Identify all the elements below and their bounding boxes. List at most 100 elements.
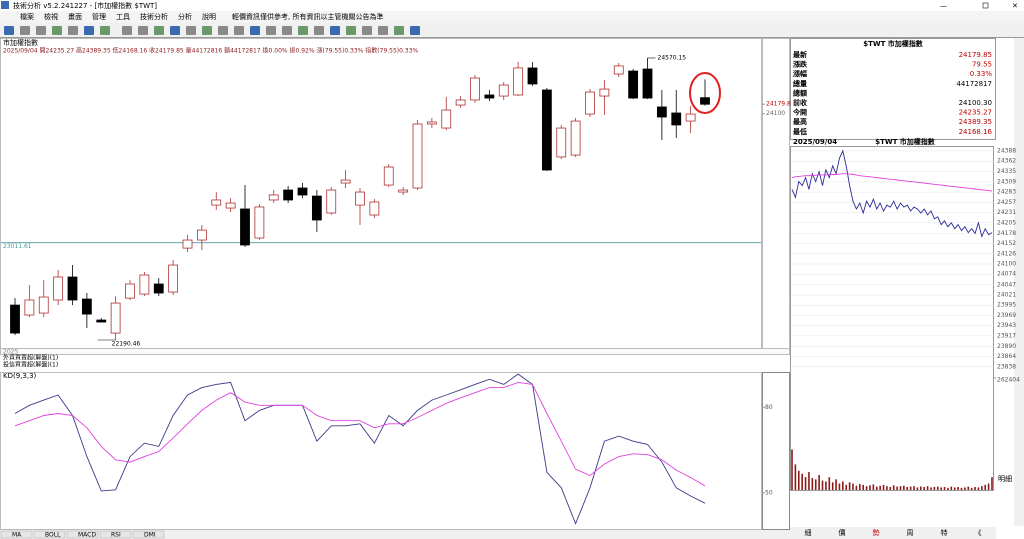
kd-title: KD(9,3,3)	[3, 372, 37, 380]
maximize[interactable]	[982, 2, 989, 9]
tab-label[interactable]: DMI	[144, 532, 156, 539]
tool-button[interactable]	[266, 26, 276, 35]
menu-item[interactable]: 畫面	[68, 12, 82, 21]
side-tab[interactable]: 價	[839, 528, 846, 537]
volume-bar	[875, 486, 878, 490]
tool-button[interactable]	[250, 26, 260, 35]
side-tab[interactable]: 周	[907, 529, 914, 537]
volume-bar	[865, 486, 868, 490]
volume-bar	[987, 483, 990, 490]
detail-button[interactable]: 明細	[998, 474, 1012, 483]
tab[interactable]	[0, 530, 33, 539]
intraday-frame	[790, 146, 994, 491]
side-tab[interactable]: 特	[941, 528, 948, 537]
tab[interactable]	[99, 530, 132, 539]
quote-value: 24179.85	[959, 51, 992, 59]
candle-body	[656, 106, 667, 118]
tool-button[interactable]	[20, 26, 30, 35]
candle-body	[513, 67, 524, 96]
tool-button[interactable]	[52, 26, 62, 35]
tool-button[interactable]	[202, 26, 212, 35]
candle-body	[125, 283, 135, 299]
menu-item[interactable]: 說明	[202, 12, 216, 21]
quote-value: 79.55	[972, 61, 992, 69]
tool-button[interactable]	[394, 26, 404, 35]
quote-value: 44172817	[956, 80, 992, 88]
tool-button[interactable]	[68, 26, 78, 35]
y-tick-label: 24283	[997, 189, 1016, 196]
tab[interactable]	[132, 530, 165, 539]
side-tab[interactable]: 《	[975, 529, 982, 537]
tool-button[interactable]	[84, 26, 94, 35]
tool-button[interactable]	[346, 26, 356, 35]
tool-button[interactable]	[122, 26, 132, 35]
y-tick-label: 23995	[997, 302, 1016, 309]
menu-item[interactable]: 管理	[92, 12, 106, 21]
minimize[interactable]: —	[940, 2, 947, 10]
tool-button[interactable]	[234, 26, 244, 35]
menu-item[interactable]: 工具	[116, 13, 130, 21]
candle-body	[685, 113, 696, 122]
side-tab[interactable]: 細	[805, 528, 812, 537]
volume-bar	[933, 487, 936, 490]
menu-item[interactable]: 檢視	[44, 12, 58, 21]
volume-bar	[879, 485, 881, 490]
tool-button[interactable]	[298, 26, 308, 35]
candle-body	[355, 191, 365, 206]
volume-bar	[804, 477, 807, 490]
tool-button[interactable]	[186, 26, 196, 35]
tab[interactable]	[66, 530, 99, 539]
y-tick-label: 24257	[997, 199, 1016, 206]
candle-body	[139, 274, 150, 295]
candle-body	[585, 91, 595, 115]
tool-button[interactable]	[138, 26, 148, 35]
tool-button[interactable]	[218, 26, 228, 35]
volume-bar	[926, 486, 929, 490]
chart-subtitle: 2025/09/04 開24235.27 高24389.35 低24168.16…	[3, 47, 419, 55]
y-tick-label: 262404	[997, 377, 1020, 384]
candle-body	[369, 201, 380, 216]
tab[interactable]	[33, 530, 66, 539]
volume-bar	[797, 470, 800, 490]
volume-bar	[916, 487, 919, 490]
menu-item[interactable]: 檔案	[20, 12, 34, 21]
tab-label[interactable]: RSI	[111, 532, 121, 539]
tool-button[interactable]	[410, 26, 420, 35]
candle-body	[38, 296, 49, 314]
tool-button[interactable]	[100, 26, 110, 35]
quote-label: 總額	[793, 88, 807, 97]
y-tick-label: 24309	[997, 178, 1016, 185]
y-tick-label: 24335	[997, 168, 1016, 175]
volume-bar	[950, 486, 953, 490]
tool-button[interactable]	[282, 26, 292, 35]
candle-body	[541, 89, 552, 171]
tab-label[interactable]: MACD	[78, 532, 96, 539]
tool-button[interactable]	[330, 26, 340, 35]
scrollbar[interactable]	[1014, 38, 1024, 526]
menu-item[interactable]: 分析	[178, 12, 192, 21]
tool-button[interactable]	[36, 26, 46, 35]
y-tick-label: 24179.8	[766, 101, 791, 108]
series-line	[14, 381, 706, 487]
tool-button[interactable]	[4, 26, 14, 35]
tool-button[interactable]	[314, 26, 324, 35]
volume-bar	[920, 486, 922, 490]
tab-label[interactable]: MA	[12, 532, 22, 539]
tool-button[interactable]	[170, 26, 180, 35]
volume-bar	[930, 487, 932, 490]
candle-body	[498, 84, 509, 97]
tool-button[interactable]	[154, 26, 164, 35]
volume-bar	[882, 484, 885, 490]
volume-bar	[801, 473, 803, 490]
side-tab[interactable]: 勢	[873, 528, 880, 537]
volume-bar	[984, 484, 987, 490]
close[interactable]: ✕	[1012, 2, 1018, 10]
tab-label[interactable]: BOLL	[45, 532, 61, 539]
quote-value: 24389.35	[959, 118, 992, 126]
kd-axis-frame	[762, 372, 790, 530]
tool-button[interactable]	[362, 26, 372, 35]
quote-label: 今開	[792, 108, 807, 117]
volume-bar	[889, 487, 892, 490]
tool-button[interactable]	[378, 26, 388, 35]
menu-item[interactable]: 技術分析	[140, 12, 168, 21]
